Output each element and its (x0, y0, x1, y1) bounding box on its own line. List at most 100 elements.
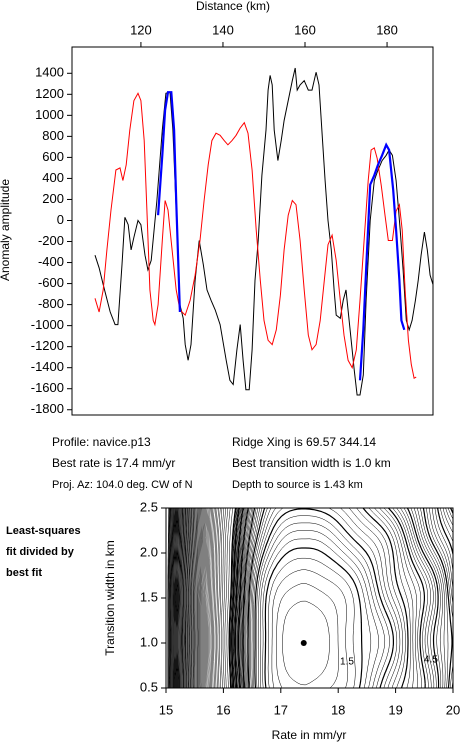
contour-line (169, 508, 172, 688)
contour-line (243, 508, 422, 688)
contour-line (262, 538, 372, 688)
contour-line (232, 508, 453, 688)
contour-line (201, 508, 205, 688)
contour-line (196, 508, 199, 688)
y-tick-label: 600 (42, 149, 64, 164)
y-tick-label: 2.0 (140, 544, 158, 559)
contour-line (173, 508, 176, 688)
y-tick-label: -1200 (31, 338, 64, 353)
contour-line (214, 508, 219, 688)
x-axis-title: Distance (km) (196, 0, 270, 13)
contour-line (236, 508, 446, 688)
contour-line (203, 508, 207, 688)
data-line (94, 92, 417, 379)
y-tick-label: -400 (38, 254, 64, 269)
contour-line (178, 508, 181, 688)
contour-line (199, 508, 203, 688)
contour-line (237, 508, 442, 688)
x-tick-label: 120 (130, 22, 152, 37)
contour-line (209, 508, 214, 688)
contour-line (189, 508, 192, 688)
contour-line (240, 508, 432, 688)
contour-line (171, 508, 174, 688)
contour-line (191, 508, 194, 688)
contour-line (170, 508, 172, 688)
y-tick-label: -1000 (31, 317, 64, 332)
y-tick-label: 1400 (35, 65, 64, 80)
x-axis-title: Rate in mm/yr (272, 728, 347, 742)
annotation: Profile: navice.p13 (52, 435, 151, 449)
contour-line (184, 508, 187, 688)
x-tick-label: 16 (216, 702, 230, 717)
side-title: Least-squares (6, 525, 81, 537)
x-tick-label: 15 (159, 702, 173, 717)
contour-line (250, 508, 403, 688)
contour-line (168, 508, 170, 688)
contour-line (177, 508, 180, 688)
data-line (157, 91, 406, 381)
contour-line (179, 508, 182, 688)
contour-line (234, 508, 453, 688)
contour-line (192, 508, 195, 688)
contour-line (183, 508, 186, 688)
contour-line (198, 508, 202, 688)
contour-line (219, 508, 225, 688)
contour-line (197, 508, 201, 688)
contour-line (204, 508, 208, 688)
side-title: fit divided by (6, 546, 75, 558)
contour-line (175, 508, 178, 688)
contour-line (189, 508, 193, 688)
contour-line (171, 508, 173, 688)
contour-line (173, 508, 176, 688)
contour-line (188, 508, 191, 688)
contour-line (282, 600, 330, 686)
y-tick-label: 1000 (35, 107, 64, 122)
contour-line (264, 547, 363, 688)
y-tick-label: -200 (38, 233, 64, 248)
contour-line (213, 508, 218, 688)
contour-line (167, 508, 170, 688)
contour-line (246, 508, 411, 688)
contour-line (174, 508, 177, 688)
contour-line (242, 508, 426, 688)
contour-line (180, 508, 183, 688)
contour-line (208, 508, 212, 688)
contour-line (238, 508, 440, 688)
contour-line (231, 508, 453, 688)
contour-line (258, 522, 386, 688)
contour-line (186, 508, 189, 688)
contour-line (239, 508, 435, 688)
y-tick-label: 1.5 (140, 589, 158, 604)
contour-line (244, 508, 418, 688)
contour-line (271, 569, 349, 688)
contour-line (179, 508, 181, 688)
annotation: Depth to source is 1.43 km (232, 479, 363, 491)
contour-line (194, 508, 197, 688)
y-tick-label: 2.5 (140, 499, 158, 514)
plot-frame (71, 46, 434, 416)
contour-line (190, 508, 193, 688)
contour-line (195, 508, 198, 688)
contour-line (207, 508, 211, 688)
contour-line (267, 557, 356, 688)
contour-line (200, 508, 203, 688)
contour-line (187, 508, 190, 688)
contour-line (245, 508, 414, 688)
y-tick-label: 1.0 (140, 634, 158, 649)
contour-label: 4.5 (424, 655, 438, 666)
contour-line (176, 508, 179, 688)
y-tick-label: -1400 (31, 359, 64, 374)
x-tick-label: 18 (331, 702, 345, 717)
annotation: Proj. Az: 104.0 deg. CW of N (52, 479, 193, 491)
contour-line (169, 508, 171, 688)
contour-line (192, 508, 196, 688)
contour-line (172, 508, 174, 688)
contour-line (247, 508, 409, 688)
contour-line (236, 508, 444, 688)
contour-line (167, 508, 169, 688)
contour-line (235, 508, 449, 688)
contour-line (174, 508, 177, 688)
contour-line (184, 508, 187, 688)
data-line (94, 67, 434, 396)
